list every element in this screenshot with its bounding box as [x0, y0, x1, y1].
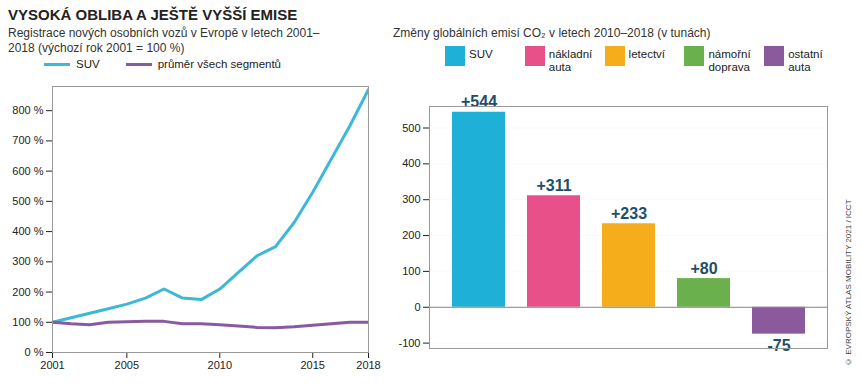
svg-text:200: 200 — [402, 229, 420, 241]
html-text:SUV: SUV — [469, 48, 493, 60]
svg-text:+311: +311 — [536, 177, 571, 194]
svg-text:+233: +233 — [611, 205, 647, 222]
svg-text:500: 500 — [402, 122, 420, 134]
html-text:průměr všech segmentů: průměr všech segmentů — [157, 58, 281, 70]
svg-text:2010: 2010 — [208, 359, 232, 371]
svg-text:400: 400 — [402, 157, 420, 169]
svg-text:0 %: 0 % — [25, 346, 44, 358]
html-text:VYSOKÁ OBLIBA A JEŠTĚ VYŠŠÍ EM: VYSOKÁ OBLIBA A JEŠTĚ VYŠŠÍ EMISE — [8, 6, 298, 23]
svg-text:0: 0 — [414, 301, 420, 313]
svg-text:300 %: 300 % — [12, 255, 43, 267]
html-text:letectví: letectví — [628, 48, 665, 60]
svg-text:600 %: 600 % — [12, 165, 43, 177]
html-text:nákladní auta: nákladní auta — [548, 48, 593, 73]
svg-text:-100: -100 — [398, 337, 420, 349]
svg-text:400 %: 400 % — [12, 225, 43, 237]
html-text:Změny globálních emisí CO₂ v l: Změny globálních emisí CO₂ v letech 2010… — [393, 26, 711, 40]
svg-text:200 %: 200 % — [12, 286, 43, 298]
svg-text:+80: +80 — [690, 260, 717, 277]
svg-text:+544: +544 — [461, 93, 497, 110]
html-text:námořní doprava: námořní doprava — [708, 48, 751, 73]
svg-text:100 %: 100 % — [12, 316, 43, 328]
svg-text:700 %: 700 % — [12, 134, 43, 146]
html-text:SUV: SUV — [76, 58, 100, 70]
svg-text:2001: 2001 — [40, 359, 64, 371]
svg-text:2015: 2015 — [300, 359, 324, 371]
html-text:ostatní auta: ostatní auta — [788, 48, 823, 73]
svg-text:800 %: 800 % — [12, 104, 43, 116]
html-text:© EVROPSKÝ ATLAS MOBILITY 2021: © EVROPSKÝ ATLAS MOBILITY 2021 / ICCT — [844, 199, 853, 366]
html-text:Registrace nových osobních voz: Registrace nových osobních vozů v Evropě… — [8, 26, 320, 55]
svg-text:2005: 2005 — [115, 359, 139, 371]
svg-text:-75: -75 — [767, 337, 790, 354]
svg-text:2018: 2018 — [356, 359, 380, 371]
svg-text:100: 100 — [402, 265, 420, 277]
svg-text:300: 300 — [402, 193, 420, 205]
svg-text:500 %: 500 % — [12, 195, 43, 207]
